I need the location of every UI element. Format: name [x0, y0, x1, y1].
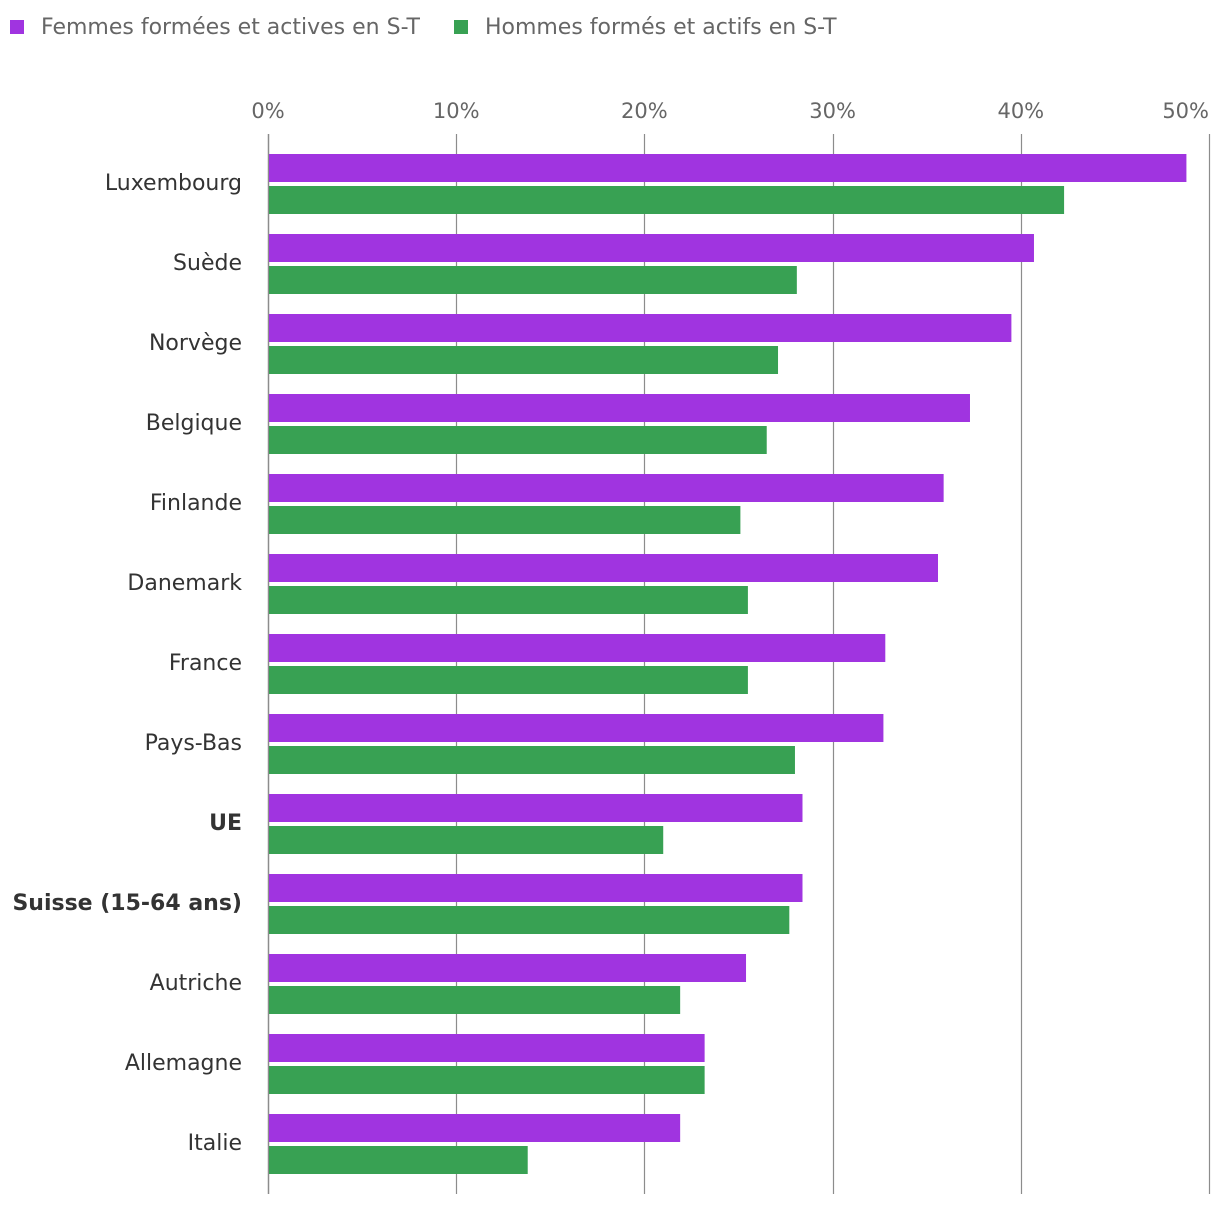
category-label: Pays-Bas [145, 731, 242, 756]
bar-femmes [269, 954, 747, 982]
bar-hommes [269, 1066, 705, 1094]
bar-femmes [269, 634, 886, 662]
bar-hommes [269, 266, 797, 294]
bar-femmes [269, 874, 803, 902]
bar-hommes [269, 1146, 528, 1174]
bar-hommes [269, 906, 790, 934]
legend-item-hommes: Hommes formés et actifs en S-T [453, 14, 837, 40]
category-label: Autriche [150, 971, 242, 996]
bar-femmes [269, 234, 1034, 262]
bar-hommes [269, 186, 1065, 214]
x-tick-label: 50% [1162, 99, 1209, 123]
category-label: Belgique [146, 411, 242, 436]
category-label: Norvège [149, 331, 242, 356]
x-tick-label: 0% [251, 99, 284, 123]
bar-hommes [269, 586, 748, 614]
category-label: Suisse (15-64 ans) [12, 891, 242, 916]
category-label: Suède [173, 251, 242, 276]
x-tick-label: 40% [997, 99, 1044, 123]
bar-femmes [269, 154, 1187, 182]
bar-femmes [269, 1034, 705, 1062]
legend-swatch-hommes [453, 20, 468, 34]
bar-hommes [269, 506, 741, 534]
bar-femmes [269, 794, 803, 822]
category-label: Danemark [127, 571, 242, 596]
category-label: Italie [188, 1131, 242, 1156]
bar-hommes [269, 426, 767, 454]
bar-femmes [269, 714, 884, 742]
legend-item-femmes: Femmes formées et actives en S-T [10, 15, 420, 40]
bar-femmes [269, 394, 970, 422]
legend-label-femmes: Femmes formées et actives en S-T [41, 14, 420, 40]
bar-hommes [269, 986, 681, 1014]
x-tick-label: 20% [621, 99, 668, 123]
legend-label-hommes: Hommes formés et actifs en S-T [484, 14, 837, 40]
bar-hommes [269, 746, 795, 774]
category-label: Luxembourg [105, 171, 242, 196]
x-tick-label: 10% [433, 99, 480, 123]
bar-femmes [269, 1114, 681, 1142]
category-label: Finlande [150, 491, 242, 516]
bar-hommes [269, 826, 664, 854]
bar-femmes [269, 314, 1012, 342]
legend-swatch-femmes [10, 20, 24, 34]
category-label: UE [209, 811, 242, 836]
bar-hommes [269, 346, 779, 374]
category-label: France [169, 651, 242, 676]
bar-femmes [269, 474, 944, 502]
x-tick-label: 30% [809, 99, 856, 123]
legend: Femmes formées et actives en S-T Hommes … [10, 12, 837, 42]
category-label: Allemagne [125, 1051, 242, 1076]
bar-hommes [269, 666, 748, 694]
bar-femmes [269, 554, 938, 582]
